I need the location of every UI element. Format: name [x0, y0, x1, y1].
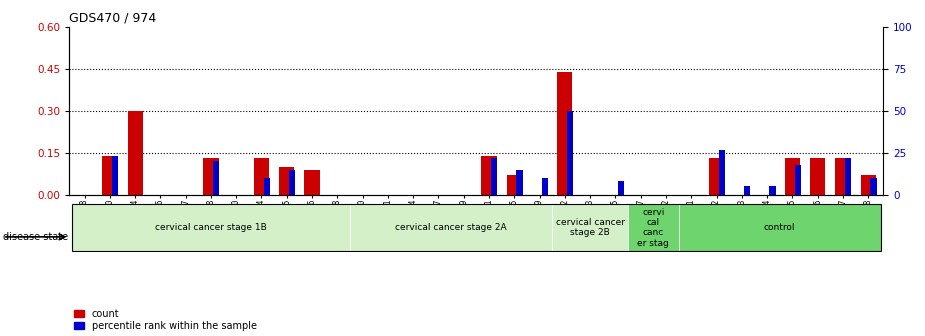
- Bar: [810, 159, 825, 195]
- Bar: [491, 158, 498, 195]
- Bar: [279, 167, 294, 195]
- Bar: [795, 165, 801, 195]
- Bar: [264, 178, 270, 195]
- Bar: [719, 150, 725, 195]
- Bar: [860, 175, 876, 195]
- Bar: [870, 178, 877, 195]
- Text: cervical cancer stage 2A: cervical cancer stage 2A: [395, 223, 507, 232]
- Bar: [567, 111, 574, 195]
- Text: cervi
cal
canc
er stag: cervi cal canc er stag: [637, 208, 669, 248]
- Text: disease state: disease state: [3, 232, 68, 242]
- Bar: [770, 186, 775, 195]
- Bar: [542, 178, 548, 195]
- Bar: [744, 186, 750, 195]
- Bar: [709, 159, 724, 195]
- Text: GDS470 / 974: GDS470 / 974: [69, 12, 156, 25]
- Bar: [628, 204, 679, 251]
- Text: cervical cancer stage 1B: cervical cancer stage 1B: [155, 223, 266, 232]
- Bar: [112, 156, 118, 195]
- Bar: [350, 204, 552, 251]
- Bar: [254, 159, 269, 195]
- Bar: [618, 181, 623, 195]
- Bar: [72, 204, 350, 251]
- Bar: [552, 204, 628, 251]
- Bar: [835, 159, 850, 195]
- Bar: [784, 159, 800, 195]
- Bar: [679, 204, 881, 251]
- Bar: [289, 170, 295, 195]
- Text: cervical cancer
stage 2B: cervical cancer stage 2B: [556, 218, 624, 237]
- Bar: [845, 158, 851, 195]
- Bar: [204, 159, 218, 195]
- Bar: [557, 72, 573, 195]
- Text: control: control: [764, 223, 796, 232]
- Bar: [516, 170, 523, 195]
- Bar: [103, 156, 117, 195]
- Bar: [128, 111, 142, 195]
- Legend: count, percentile rank within the sample: count, percentile rank within the sample: [74, 309, 257, 331]
- Bar: [481, 156, 497, 195]
- Bar: [507, 175, 522, 195]
- Bar: [213, 161, 219, 195]
- Bar: [304, 170, 320, 195]
